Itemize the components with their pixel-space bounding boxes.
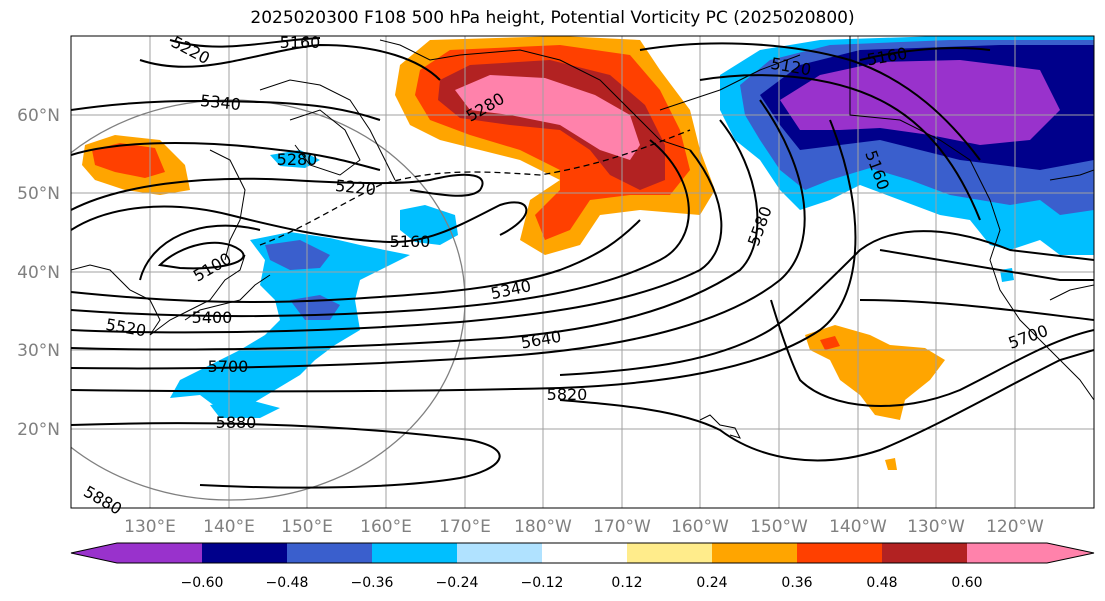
- lon-label-160e: 160°E: [360, 517, 412, 537]
- latitude-labels: 60°N 50°N 40°N 30°N 20°N: [17, 106, 60, 440]
- colorbar-tick: −0.60: [181, 575, 224, 591]
- colorbar: −0.60 −0.48 −0.36 −0.24 −0.12 0.12 0.24 …: [70, 542, 1095, 591]
- lat-label-30n: 30°N: [17, 341, 60, 361]
- colorbar-tick: −0.24: [436, 575, 479, 591]
- map-frame: [70, 35, 1095, 509]
- trough-axis: [259, 129, 691, 246]
- colorbar-bin: [202, 543, 287, 563]
- lat-label-50n: 50°N: [17, 184, 60, 204]
- lon-label-150e: 150°E: [281, 517, 333, 537]
- longitude-labels: 130°E 140°E 150°E 160°E 170°E 180°W 170°…: [124, 517, 1044, 537]
- colorbar-tick: −0.12: [521, 575, 564, 591]
- colorbar-bin: [627, 543, 712, 563]
- coastlines: [71, 36, 1094, 439]
- colorbar-bin: [712, 543, 797, 563]
- label-5880: 5880: [216, 413, 257, 432]
- label-5820: 5820: [547, 385, 588, 404]
- lon-label-180w: 180°W: [514, 517, 572, 537]
- lon-label-130e: 130°E: [124, 517, 176, 537]
- label-5220-mid: 5220: [334, 176, 376, 199]
- lon-label-170w: 170°W: [593, 517, 651, 537]
- colorbar-tick: 0.60: [951, 575, 982, 591]
- label-5700-west: 5700: [208, 357, 249, 376]
- map-layers: [71, 36, 1094, 508]
- label-5340-west: 5340: [199, 91, 241, 114]
- colorbar-bin: [542, 543, 627, 563]
- lon-label-150w: 150°W: [750, 517, 808, 537]
- colorbar-bin: [287, 543, 372, 563]
- lat-label-20n: 20°N: [17, 420, 60, 440]
- height-contours: [71, 37, 1094, 489]
- label-5160-top: 5160: [280, 33, 321, 52]
- label-5160-mid: 5160: [390, 232, 431, 251]
- colorbar-outline: [70, 542, 1095, 564]
- colorbar-extend-high: [1047, 543, 1094, 563]
- colorbar-bin: [967, 543, 1047, 563]
- colorbar-tick: 0.36: [781, 575, 812, 591]
- lon-label-140w: 140°W: [829, 517, 887, 537]
- range-circle: [71, 99, 466, 501]
- graticule: [71, 36, 1094, 508]
- lat-label-60n: 60°N: [17, 106, 60, 126]
- colorbar-bin: [117, 543, 202, 563]
- pv-positive-subtropical: [805, 325, 945, 470]
- pv-positive-north-pacific: [395, 36, 715, 255]
- lon-label-160w: 160°W: [671, 517, 729, 537]
- pv-positive-west: [82, 135, 190, 195]
- lon-label-140e: 140°E: [203, 517, 255, 537]
- colorbar-bin: [882, 543, 967, 563]
- colorbar-tick: −0.36: [351, 575, 394, 591]
- map-title: 2025020300 F108 500 hPa height, Potentia…: [250, 8, 855, 28]
- colorbar-extend-low: [71, 543, 117, 563]
- lat-label-40n: 40°N: [17, 263, 60, 283]
- label-5280-west: 5280: [277, 150, 318, 169]
- colorbar-bin: [457, 543, 542, 563]
- colorbar-bin: [372, 543, 457, 563]
- colorbar-tick: 0.24: [696, 575, 727, 591]
- colorbar-tick: 0.48: [866, 575, 897, 591]
- lon-label-170e: 170°E: [439, 517, 491, 537]
- pv-negative-west: [170, 150, 1014, 418]
- label-5400: 5400: [192, 308, 233, 327]
- colorbar-bin: [797, 543, 882, 563]
- lon-label-120w: 120°W: [986, 517, 1044, 537]
- colorbar-tick: −0.48: [266, 575, 309, 591]
- colorbar-tick: 0.12: [611, 575, 642, 591]
- lon-label-130w: 130°W: [907, 517, 965, 537]
